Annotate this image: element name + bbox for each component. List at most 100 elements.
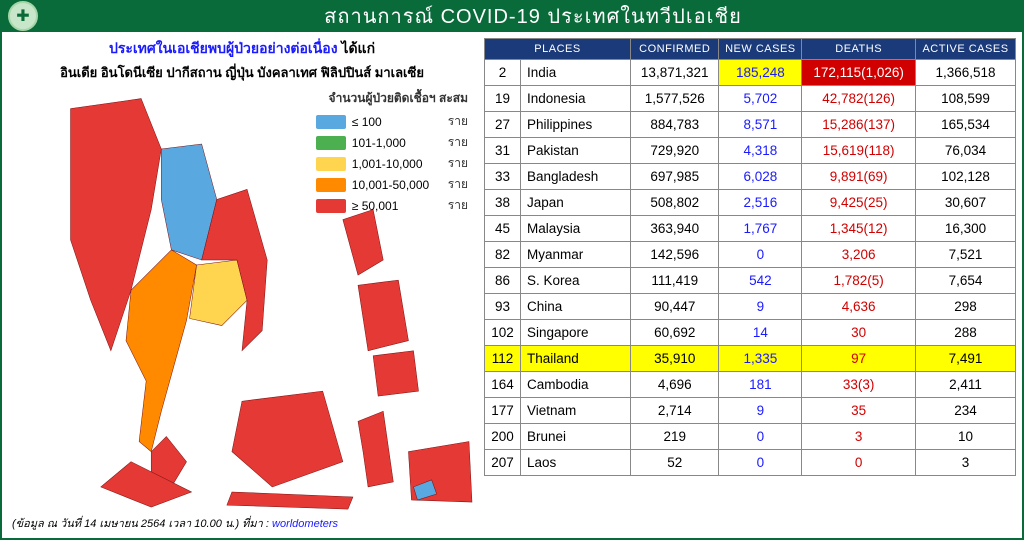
legend-item: 1,001-10,000 ราย	[316, 154, 468, 173]
legend-swatch	[316, 136, 346, 150]
headline-text: ประเทศในเอเชียพบผู้ป่วยอย่างต่อเนื่อง	[109, 40, 338, 56]
table-row: 177Vietnam2,714935234	[485, 398, 1016, 424]
cell-newcases: 5,702	[719, 86, 802, 112]
cell-rank: 82	[485, 242, 521, 268]
headline-suffix: ได้แก่	[341, 40, 375, 56]
cell-confirmed: 142,596	[631, 242, 719, 268]
cell-newcases: 0	[719, 242, 802, 268]
cell-deaths: 30	[802, 320, 916, 346]
table-row: 27Philippines884,7838,57115,286(137)165,…	[485, 112, 1016, 138]
cell-place: Pakistan	[521, 138, 631, 164]
cell-deaths: 15,286(137)	[802, 112, 916, 138]
cell-rank: 86	[485, 268, 521, 294]
subheadline: อินเดีย อินโดนีเซีย ปากีสถาน ญี่ปุ่น บัง…	[10, 62, 474, 83]
cell-rank: 177	[485, 398, 521, 424]
cell-active: 30,607	[916, 190, 1016, 216]
cell-newcases: 542	[719, 268, 802, 294]
footnote-text: (ข้อมูล ณ วันที่ 14 เมษายน 2564 เวลา 10.…	[12, 518, 272, 530]
cell-confirmed: 508,802	[631, 190, 719, 216]
cell-rank: 164	[485, 372, 521, 398]
cell-place: Bangladesh	[521, 164, 631, 190]
cell-rank: 31	[485, 138, 521, 164]
cell-deaths: 3	[802, 424, 916, 450]
cell-active: 7,521	[916, 242, 1016, 268]
cell-deaths: 3,206	[802, 242, 916, 268]
cell-deaths: 0	[802, 450, 916, 476]
cell-newcases: 4,318	[719, 138, 802, 164]
table-row: 45Malaysia363,9401,7671,345(12)16,300	[485, 216, 1016, 242]
cell-active: 10	[916, 424, 1016, 450]
legend-label: 1,001-10,000	[352, 157, 442, 171]
cell-confirmed: 90,447	[631, 294, 719, 320]
cell-confirmed: 219	[631, 424, 719, 450]
cell-rank: 27	[485, 112, 521, 138]
cell-newcases: 9	[719, 398, 802, 424]
table-row: 82Myanmar142,59603,2067,521	[485, 242, 1016, 268]
cell-place: India	[521, 60, 631, 86]
table-row: 93China90,44794,636298	[485, 294, 1016, 320]
cell-deaths: 4,636	[802, 294, 916, 320]
table-row: 102Singapore60,6921430288	[485, 320, 1016, 346]
left-panel: ประเทศในเอเชียพบผู้ป่วยอย่างต่อเนื่อง ได…	[2, 32, 482, 538]
cell-active: 7,491	[916, 346, 1016, 372]
cell-confirmed: 4,696	[631, 372, 719, 398]
cell-place: Laos	[521, 450, 631, 476]
cell-newcases: 2,516	[719, 190, 802, 216]
legend-unit: ราย	[448, 196, 468, 215]
legend-item: 101-1,000ราย	[316, 133, 468, 152]
col-deaths: DEATHS	[802, 39, 916, 60]
legend-swatch	[316, 115, 346, 129]
cell-place: Thailand	[521, 346, 631, 372]
cell-active: 7,654	[916, 268, 1016, 294]
cases-table: PLACES CONFIRMED NEW CASES DEATHS ACTIVE…	[484, 38, 1016, 476]
legend-swatch	[316, 157, 346, 171]
cell-place: Malaysia	[521, 216, 631, 242]
right-panel: PLACES CONFIRMED NEW CASES DEATHS ACTIVE…	[482, 32, 1022, 538]
cell-place: Indonesia	[521, 86, 631, 112]
page-title: สถานการณ์ COVID-19 ประเทศในทวีปเอเชีย	[50, 0, 1016, 32]
cell-deaths: 35	[802, 398, 916, 424]
legend-unit: ราย	[448, 154, 468, 173]
cell-place: Brunei	[521, 424, 631, 450]
table-row: 164Cambodia4,69618133(3)2,411	[485, 372, 1016, 398]
table-row: 19Indonesia1,577,5265,70242,782(126)108,…	[485, 86, 1016, 112]
table-row: 31Pakistan729,9204,31815,619(118)76,034	[485, 138, 1016, 164]
legend-item: ≥ 50,001 ราย	[316, 196, 468, 215]
legend-item: ≤ 100ราย	[316, 112, 468, 131]
ministry-logo: ✚	[8, 1, 38, 31]
cell-deaths: 1,782(5)	[802, 268, 916, 294]
cell-newcases: 0	[719, 424, 802, 450]
legend-label: 10,001-50,000	[352, 178, 442, 192]
cell-active: 3	[916, 450, 1016, 476]
cell-newcases: 14	[719, 320, 802, 346]
cell-deaths: 33(3)	[802, 372, 916, 398]
cell-active: 76,034	[916, 138, 1016, 164]
col-active: ACTIVE CASES	[916, 39, 1016, 60]
cell-active: 16,300	[916, 216, 1016, 242]
cell-active: 102,128	[916, 164, 1016, 190]
cell-active: 234	[916, 398, 1016, 424]
cell-rank: 38	[485, 190, 521, 216]
cell-deaths: 97	[802, 346, 916, 372]
col-confirmed: CONFIRMED	[631, 39, 719, 60]
cell-rank: 45	[485, 216, 521, 242]
legend-swatch	[316, 178, 346, 192]
cell-active: 2,411	[916, 372, 1016, 398]
cell-deaths: 1,345(12)	[802, 216, 916, 242]
legend-label: ≤ 100	[352, 115, 442, 129]
cell-rank: 207	[485, 450, 521, 476]
col-places: PLACES	[485, 39, 631, 60]
legend-title: จำนวนผู้ป่วยติดเชื้อฯ สะสม	[316, 89, 468, 108]
legend-swatch	[316, 199, 346, 213]
cell-rank: 19	[485, 86, 521, 112]
legend-label: ≥ 50,001	[352, 199, 442, 213]
map-legend: จำนวนผู้ป่วยติดเชื้อฯ สะสม ≤ 100ราย101-1…	[316, 89, 468, 217]
cell-newcases: 8,571	[719, 112, 802, 138]
cell-active: 298	[916, 294, 1016, 320]
table-row: 2India13,871,321185,248172,115(1,026)1,3…	[485, 60, 1016, 86]
cell-newcases: 6,028	[719, 164, 802, 190]
cell-place: S. Korea	[521, 268, 631, 294]
cell-confirmed: 52	[631, 450, 719, 476]
footnote: (ข้อมูล ณ วันที่ 14 เมษายน 2564 เวลา 10.…	[10, 514, 474, 534]
table-row: 38Japan508,8022,5169,425(25)30,607	[485, 190, 1016, 216]
